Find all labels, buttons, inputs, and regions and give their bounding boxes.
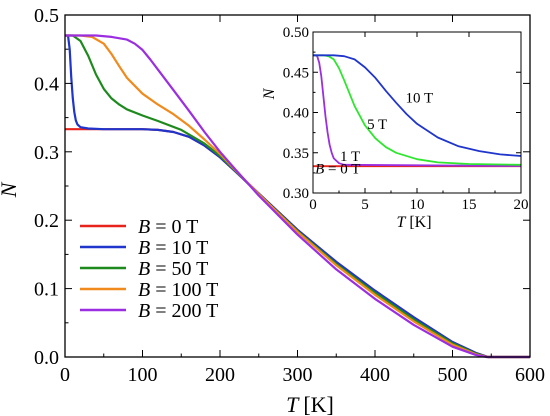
main-series-line-2	[65, 34, 530, 359]
main-x-tick-label: 300	[283, 364, 313, 386]
legend-entry-1: B = 10 T	[138, 237, 208, 259]
inset-annotation-1: 1 T	[340, 149, 360, 165]
inset-x-axis: 0 5 10 15 20	[309, 32, 529, 213]
inset-y-tick-label: 0.30	[283, 186, 309, 202]
main-series-line-3	[65, 34, 530, 359]
main-x-tick-label: 0	[60, 364, 70, 386]
inset-x-tick-label: 0	[309, 197, 317, 213]
legend: B = 0 TB = 10 TB = 50 TB = 100 TB = 200 …	[80, 216, 218, 322]
inset-y-tick-label: 0.35	[283, 146, 309, 162]
main-series-line-1	[65, 34, 530, 359]
main-y-tick-label: 0.2	[34, 210, 59, 232]
main-x-tick-label: 500	[438, 364, 468, 386]
legend-entry-0: B = 0 T	[138, 216, 198, 238]
main-x-tick-label: 600	[515, 364, 545, 386]
main-y-tick-label: 0.3	[34, 142, 59, 164]
inset-series-line-3	[313, 54, 522, 157]
inset-y-axis: 0.30 0.35 0.40 0.45 0.50	[283, 25, 521, 202]
inset-series-line-2	[313, 54, 522, 166]
inset-annotations: B = 0 T1 T 5 T 10 T	[315, 90, 433, 177]
inset-annotation-3: 10 T	[406, 90, 434, 106]
inset-x-tick-label: 5	[361, 197, 369, 213]
inset-x-axis-label: T [K]	[396, 214, 431, 231]
main-chart: 0 100 200 300 400 500 600 0.00.10.20.30.40.5 T…	[0, 5, 545, 416]
inset-y-tick-label: 0.45	[283, 65, 309, 81]
main-x-tick-label: 400	[360, 364, 390, 386]
inset-y-tick-label: 0.40	[283, 106, 309, 122]
inset-series-group	[313, 54, 522, 168]
main-y-tick-label: 0.4	[34, 73, 59, 95]
inset-series-line-1	[313, 54, 522, 167]
legend-entry-2: B = 50 T	[138, 258, 208, 280]
main-y-axis: 0.0 0.1 0.2 0.3 0.4 0.5	[34, 5, 530, 369]
inset-x-tick-label: 20	[514, 197, 529, 213]
main-y-tick-label: 0.5	[34, 5, 59, 27]
main-y-tick-label: 0.1	[34, 279, 59, 301]
main-x-axis-label: T [K]	[286, 392, 334, 416]
main-x-tick-label: 200	[205, 364, 235, 386]
main-x-tick-label: 100	[128, 364, 158, 386]
inset-y-tick-label: 0.50	[283, 25, 309, 41]
inset-x-tick-label: 10	[410, 197, 425, 213]
main-series-line-4	[65, 34, 530, 359]
legend-entry-4: B = 200 T	[138, 300, 218, 322]
legend-entry-3: B = 100 T	[138, 279, 218, 301]
inset-annotation-2: 5 T	[367, 117, 387, 133]
inset-annotation-0: B = 0 T	[315, 161, 360, 177]
inset-x-tick-label: 15	[462, 197, 477, 213]
main-x-axis: 0 100 200 300 400 500 600	[60, 15, 545, 386]
inset-chart: 0 5 10 15 20 0.30 0.35 0.40 0.45 0.50 T [K] N B =…	[261, 25, 529, 231]
main-series-group	[65, 34, 530, 359]
inset-y-axis-label: N	[261, 87, 278, 100]
main-y-tick-label: 0.0	[34, 347, 59, 369]
main-y-axis-label: N	[0, 181, 21, 198]
